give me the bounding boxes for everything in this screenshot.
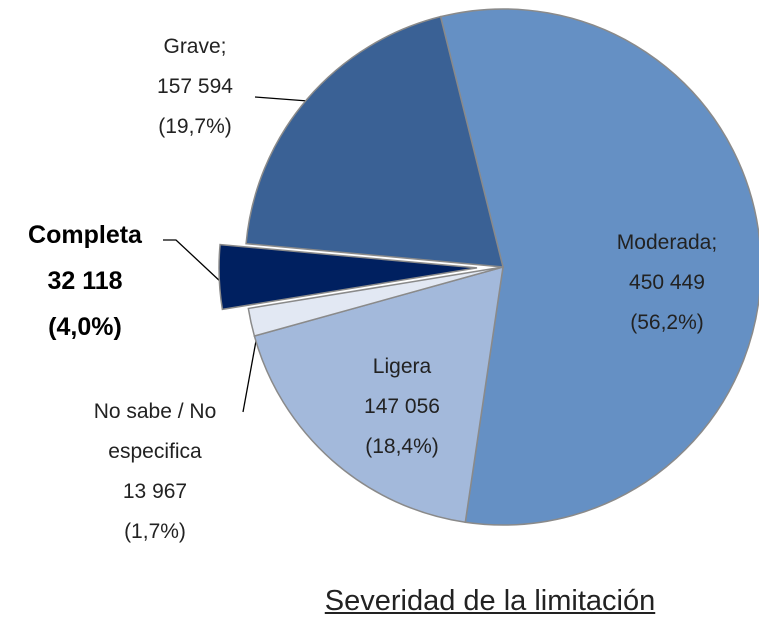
chart-title: Severidad de la limitación [324,585,656,617]
percent-label: (18,4%) [365,435,439,458]
leader-line [254,96,309,102]
value-label: 157 594 [157,75,233,98]
category-label: Moderada; [616,231,718,254]
pie-slice [439,8,759,526]
percent-label: (4,0%) [48,313,122,341]
value-label: 32 118 [47,267,123,295]
value-label: 450 449 [629,271,705,294]
slice-label: Completa 32 118 (4,0%) [0,212,170,350]
pie-slice [247,266,504,337]
percent-label: (56,2%) [630,311,704,334]
leader-line [163,239,223,284]
leader-line [242,329,259,413]
value-label: 13 967 [122,480,188,503]
slice-label: No sabe / No especifica 13 967 (1,7%) [60,392,250,552]
percent-label: (19,7%) [158,115,232,138]
slice-label: Grave; 157 594 (19,7%) [120,27,270,147]
category-label: No sabe / No especifica [93,400,217,463]
pie-slice [253,265,504,524]
pie-slice [218,243,478,311]
value-label: 147 056 [364,395,440,418]
percent-label: (1,7%) [124,520,186,543]
pie-slice [245,15,504,268]
slice-label: Moderada; 450 449 (56,2%) [577,223,757,343]
slice-label: Ligera 147 056 (18,4%) [322,347,482,467]
category-label: Grave; [163,35,227,58]
category-label: Completa [28,221,142,249]
category-label: Ligera [372,355,432,378]
